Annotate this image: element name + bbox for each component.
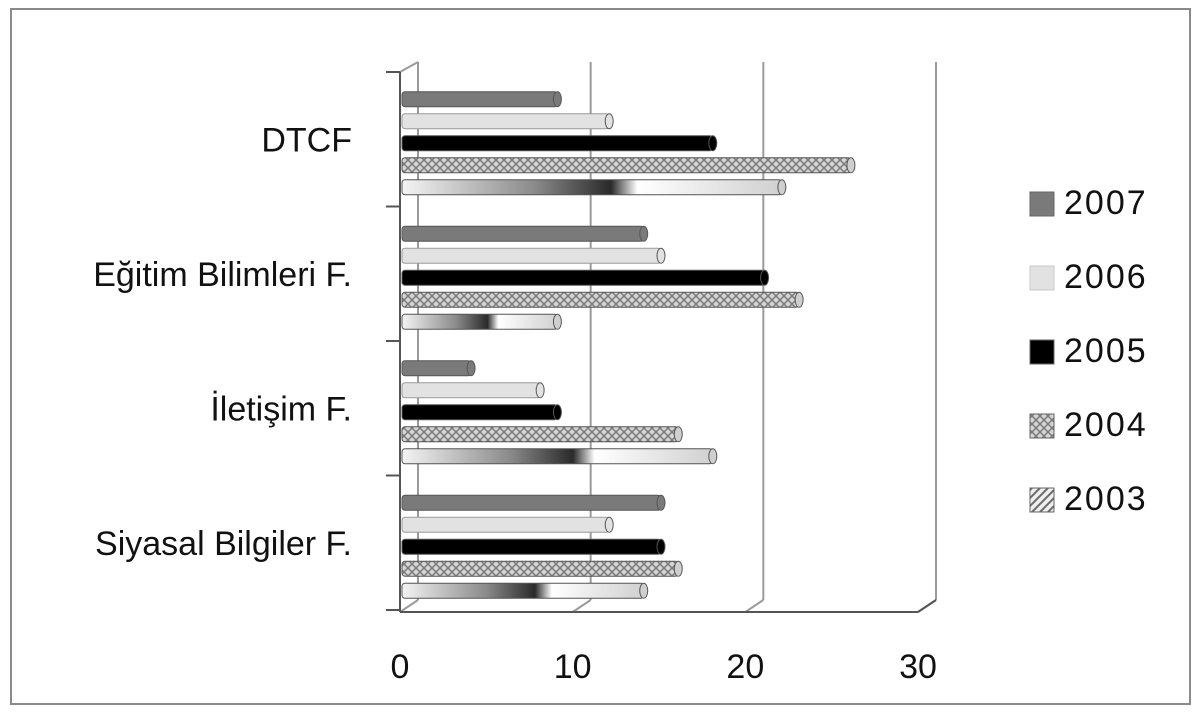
legend-label-2004: 2004 (1064, 406, 1148, 444)
legend-swatch-2004 (1029, 413, 1055, 439)
bar-cap-2003-0 (777, 179, 787, 196)
legend-swatch-2003 (1029, 487, 1055, 513)
bar-2007-0 (401, 91, 558, 108)
category-label: DTCF (261, 121, 352, 159)
bar-cap-2004-3 (673, 560, 683, 577)
bar-2005-1 (401, 269, 766, 286)
bar-cap-2005-3 (656, 538, 666, 555)
bar-cap-2007-0 (552, 91, 562, 108)
bar-cap-2006-2 (535, 382, 545, 399)
bar-2005-3 (401, 538, 662, 555)
bar-cap-2005-0 (708, 135, 718, 152)
bar-cap-2003-1 (552, 313, 562, 330)
bar-cap-2004-0 (846, 157, 856, 174)
bar-cap-2003-2 (708, 448, 718, 465)
bar-2006-1 (401, 247, 662, 264)
legend-label-2007: 2007 (1064, 184, 1148, 222)
bar-2004-1 (401, 291, 800, 308)
bar-2005-0 (401, 135, 714, 152)
bar-2003-1 (401, 313, 558, 330)
bar-2004-3 (401, 560, 679, 577)
bar-2006-0 (401, 113, 610, 130)
legend-swatch-2007 (1029, 191, 1055, 217)
bar-cap-2007-3 (656, 494, 666, 511)
gridline-floor (572, 599, 592, 613)
bar-2003-2 (401, 448, 714, 465)
bar-2007-2 (401, 360, 472, 377)
bar-2004-0 (401, 157, 852, 174)
labels-layer: 0 10 20 30 DTCF Eğitim Bilimleri F. İletişim F… (93, 121, 937, 686)
gridline-floor (744, 599, 764, 613)
gridline-floor (399, 599, 419, 613)
bar-cap-2007-2 (466, 360, 476, 377)
bar-2006-3 (401, 516, 610, 533)
bars-layer (401, 91, 856, 599)
legend-label-2006: 2006 (1064, 258, 1148, 296)
bar-cap-2006-0 (604, 113, 614, 130)
bar-cap-2006-1 (656, 247, 666, 264)
top-left-edge (399, 61, 419, 73)
bar-cap-2006-3 (604, 516, 614, 533)
category-label: Siyasal Bilgiler F. (95, 525, 352, 563)
legend-swatch-2005 (1029, 339, 1055, 365)
x-tick-label: 30 (899, 648, 937, 686)
legend: 2007 2006 2005 2004 2003 (1029, 184, 1148, 518)
bar-cap-2005-1 (760, 269, 770, 286)
bar-cap-2003-3 (639, 582, 649, 599)
category-label: Eğitim Bilimleri F. (93, 256, 352, 294)
bar-2004-2 (401, 426, 679, 443)
legend-swatch-2006 (1029, 265, 1055, 291)
bar-2003-3 (401, 582, 645, 599)
bar-2003-0 (401, 179, 783, 196)
x-axis-depth (917, 599, 937, 613)
bar-2007-3 (401, 494, 662, 511)
x-tick-label: 20 (726, 648, 764, 686)
legend-label-2003: 2003 (1064, 480, 1148, 518)
category-label: İletişim F. (210, 390, 352, 428)
bar-2006-2 (401, 382, 541, 399)
bar-cap-2004-1 (794, 291, 804, 308)
bar-cap-2005-2 (552, 404, 562, 421)
bar-2005-2 (401, 404, 558, 421)
bar-cap-2004-2 (673, 426, 683, 443)
bar-2007-1 (401, 225, 645, 242)
bar-cap-2007-1 (639, 225, 649, 242)
legend-label-2005: 2005 (1064, 332, 1148, 370)
x-tick-label: 0 (391, 648, 410, 686)
x-tick-label: 10 (554, 648, 592, 686)
